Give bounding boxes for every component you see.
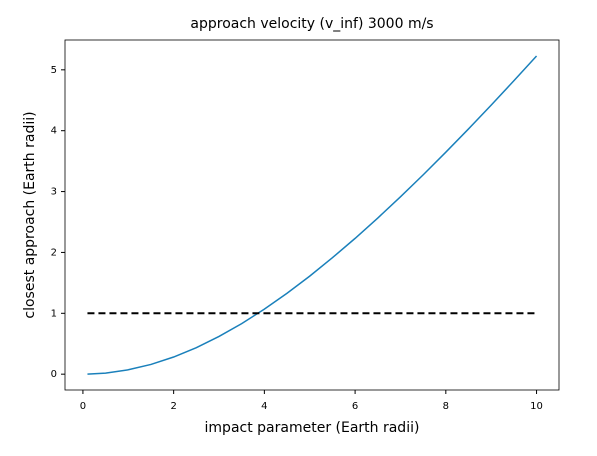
x-tick-label: 0 [80, 401, 86, 412]
x-tick-label: 4 [261, 401, 267, 412]
y-tick-label: 3 [51, 187, 57, 198]
y-tick-label: 0 [51, 369, 57, 380]
plot-frame [64, 39, 560, 391]
x-tick-label: 2 [170, 401, 176, 412]
x-tick-label: 10 [530, 401, 543, 412]
line-series [87, 55, 538, 375]
y-tick-label: 1 [51, 308, 57, 319]
y-tick-label: 5 [51, 65, 57, 76]
x-tick-label: 8 [443, 401, 449, 412]
x-tick-label: 6 [352, 401, 358, 412]
x-axis-label: impact parameter (Earth radii) [205, 420, 420, 436]
y-axis-label: closest approach (Earth radii) [22, 111, 38, 318]
y-tick-label: 4 [51, 126, 57, 137]
chart-title: approach velocity (v_inf) 3000 m/s [190, 16, 433, 32]
y-tick-label: 2 [51, 247, 57, 258]
